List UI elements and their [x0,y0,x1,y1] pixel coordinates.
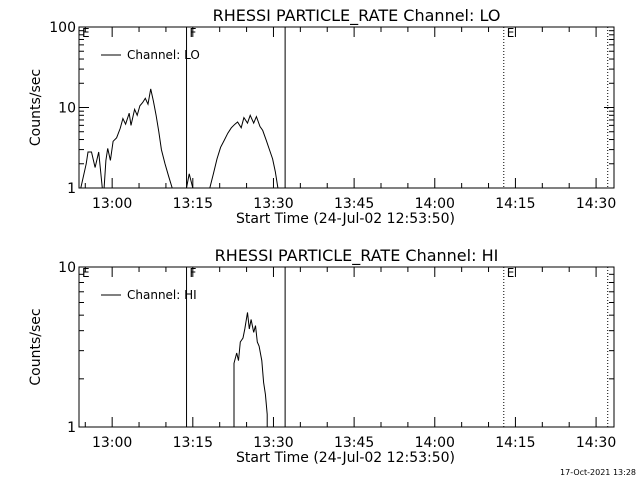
footer-timestamp: 17-Oct-2021 13:28 [560,468,636,477]
chart-title: RHESSI PARTICLE_RATE Channel: LO [213,6,501,26]
y-tick-label: 10 [58,101,76,117]
data-series-line [233,312,268,427]
event-marker-label: E [82,266,90,280]
x-tick-label: 14:15 [495,196,535,212]
data-series-line [186,173,194,189]
y-axis-label: Counts/sec [28,69,44,146]
x-axis-label: Start Time (24-Jul-02 12:53:50) [236,211,455,227]
y-tick-label: 100 [49,20,76,36]
x-tick-label: 13:15 [173,196,213,212]
chart-panel-2: RHESSI PARTICLE_RATE Channel: HI 13:00 13:… [28,246,616,466]
y-tick-label: 1 [67,181,76,197]
event-marker-label: F [190,26,197,40]
y-tick-label: 10 [58,260,76,276]
event-marker-label: F [190,266,197,280]
x-tick-label: 13:30 [253,196,293,212]
x-tick-label: 13:45 [334,435,374,451]
event-marker-label: E [82,26,90,40]
x-tick-label: 13:45 [334,196,374,212]
chart-panel-1: RHESSI PARTICLE_RATE Channel: LO 13:00 13:… [28,6,616,227]
event-marker-label: E [507,266,515,280]
x-tick-label: 13:00 [92,435,132,451]
x-axis-label: Start Time (24-Jul-02 12:53:50) [236,450,455,466]
legend-entry: Channel: LO [127,48,200,62]
event-marker-label: E [507,26,515,40]
y-axis-label: Counts/sec [28,308,44,385]
x-tick-label: 14:30 [576,196,616,212]
data-series-line [80,88,175,189]
data-series-line [209,113,279,189]
x-tick-label: 14:00 [415,435,455,451]
y-tick-label: 1 [67,420,76,436]
x-tick-label: 13:00 [92,196,132,212]
x-tick-label: 14:00 [415,196,455,212]
plot-frame [78,266,615,428]
legend-entry: Channel: HI [127,288,197,302]
x-tick-label: 14:15 [495,435,535,451]
x-tick-label: 13:15 [173,435,213,451]
x-tick-label: 13:30 [253,435,293,451]
x-tick-label: 14:30 [576,435,616,451]
chart-title: RHESSI PARTICLE_RATE Channel: HI [215,246,499,266]
